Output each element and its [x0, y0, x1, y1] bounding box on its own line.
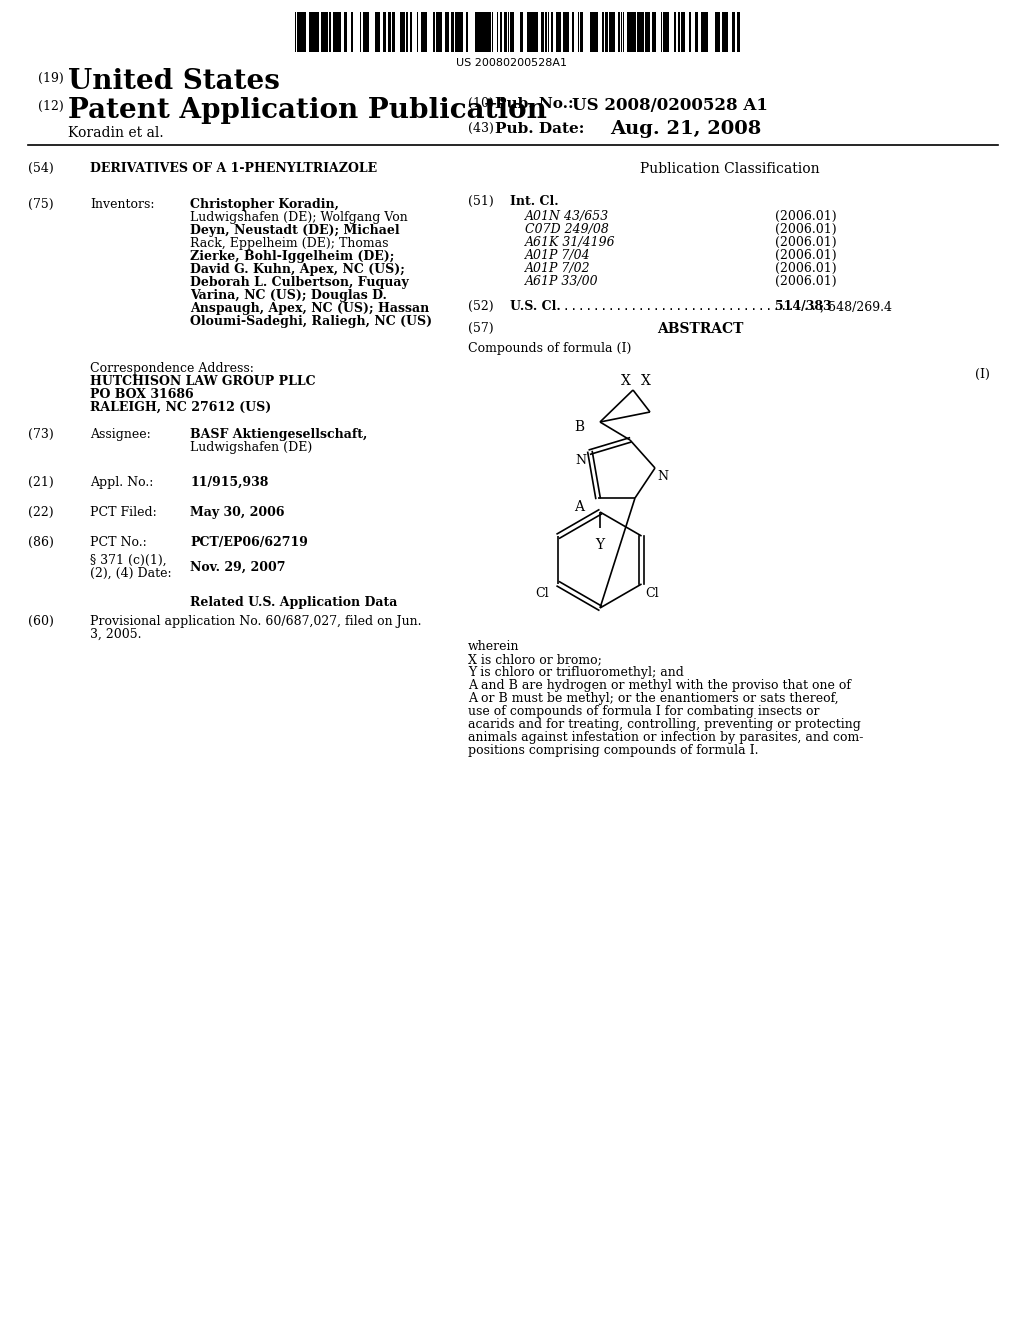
Text: (54): (54) [28, 162, 53, 176]
Text: (2006.01): (2006.01) [775, 261, 837, 275]
Text: Aug. 21, 2008: Aug. 21, 2008 [610, 120, 761, 139]
Text: PCT Filed:: PCT Filed: [90, 506, 157, 519]
Text: RALEIGH, NC 27612 (US): RALEIGH, NC 27612 (US) [90, 401, 271, 414]
Text: Ludwigshafen (DE); Wolfgang Von: Ludwigshafen (DE); Wolfgang Von [190, 211, 408, 224]
Text: A or B must be methyl; or the enantiomers or sats thereof,: A or B must be methyl; or the enantiomer… [468, 692, 839, 705]
Text: PCT/EP06/62719: PCT/EP06/62719 [190, 536, 308, 549]
Text: use of compounds of formula I for combating insects or: use of compounds of formula I for combat… [468, 705, 819, 718]
Text: positions comprising compounds of formula I.: positions comprising compounds of formul… [468, 744, 759, 756]
Text: Inventors:: Inventors: [90, 198, 155, 211]
Text: Int. Cl.: Int. Cl. [510, 195, 559, 209]
Text: 11/915,938: 11/915,938 [190, 477, 268, 488]
Text: (10): (10) [468, 96, 494, 110]
Text: Deyn, Neustadt (DE); Michael: Deyn, Neustadt (DE); Michael [190, 224, 399, 238]
Text: HUTCHISON LAW GROUP PLLC: HUTCHISON LAW GROUP PLLC [90, 375, 315, 388]
Text: PO BOX 31686: PO BOX 31686 [90, 388, 194, 401]
Text: 3, 2005.: 3, 2005. [90, 628, 141, 642]
Text: N: N [657, 470, 668, 483]
Text: B: B [573, 420, 584, 434]
Text: (22): (22) [28, 506, 53, 519]
Text: Zierke, Bohl-Iggelheim (DE);: Zierke, Bohl-Iggelheim (DE); [190, 249, 394, 263]
Text: A01P 7/02: A01P 7/02 [525, 261, 591, 275]
Text: (21): (21) [28, 477, 53, 488]
Text: (2), (4) Date:: (2), (4) Date: [90, 568, 172, 579]
Text: (I): (I) [975, 368, 990, 381]
Text: Koradin et al.: Koradin et al. [68, 125, 164, 140]
Text: Pub. No.:: Pub. No.: [495, 96, 573, 111]
Text: ....................................: .................................... [555, 300, 833, 313]
Text: U.S. Cl.: U.S. Cl. [510, 300, 561, 313]
Text: DERIVATIVES OF A 1-PHENYLTRIAZOLE: DERIVATIVES OF A 1-PHENYLTRIAZOLE [90, 162, 377, 176]
Text: Y: Y [595, 539, 604, 552]
Text: (2006.01): (2006.01) [775, 223, 837, 236]
Text: C07D 249/08: C07D 249/08 [525, 223, 609, 236]
Text: BASF Aktiengesellschaft,: BASF Aktiengesellschaft, [190, 428, 368, 441]
Text: US 2008/0200528 A1: US 2008/0200528 A1 [572, 96, 768, 114]
Text: (12): (12) [38, 100, 63, 114]
Text: animals against infestation or infection by parasites, and com-: animals against infestation or infection… [468, 731, 863, 744]
Text: Deborah L. Culbertson, Fuquay: Deborah L. Culbertson, Fuquay [190, 276, 409, 289]
Text: (60): (60) [28, 615, 54, 628]
Text: (86): (86) [28, 536, 54, 549]
Text: X: X [621, 374, 631, 388]
Text: David G. Kuhn, Apex, NC (US);: David G. Kuhn, Apex, NC (US); [190, 263, 404, 276]
Text: Correspondence Address:: Correspondence Address: [90, 362, 254, 375]
Text: Patent Application Publication: Patent Application Publication [68, 96, 547, 124]
Text: Appl. No.:: Appl. No.: [90, 477, 154, 488]
Text: (43): (43) [468, 121, 494, 135]
Text: (57): (57) [468, 322, 494, 335]
Text: A61P 33/00: A61P 33/00 [525, 275, 599, 288]
Text: Pub. Date:: Pub. Date: [495, 121, 585, 136]
Text: Publication Classification: Publication Classification [640, 162, 820, 176]
Text: X is chloro or bromo;: X is chloro or bromo; [468, 653, 602, 667]
Text: (51): (51) [468, 195, 494, 209]
Text: N: N [575, 454, 586, 467]
Text: Assignee:: Assignee: [90, 428, 151, 441]
Text: (2006.01): (2006.01) [775, 275, 837, 288]
Text: (2006.01): (2006.01) [775, 236, 837, 249]
Text: Varina, NC (US); Douglas D.: Varina, NC (US); Douglas D. [190, 289, 387, 302]
Text: Anspaugh, Apex, NC (US); Hassan: Anspaugh, Apex, NC (US); Hassan [190, 302, 429, 315]
Text: A: A [574, 500, 584, 513]
Text: Related U.S. Application Data: Related U.S. Application Data [190, 597, 397, 609]
Text: Y is chloro or trifluoromethyl; and: Y is chloro or trifluoromethyl; and [468, 667, 684, 678]
Text: Ludwigshafen (DE): Ludwigshafen (DE) [190, 441, 312, 454]
Text: A61K 31/4196: A61K 31/4196 [525, 236, 615, 249]
Text: A and B are hydrogen or methyl with the proviso that one of: A and B are hydrogen or methyl with the … [468, 678, 851, 692]
Text: Cl: Cl [535, 587, 549, 601]
Text: Oloumi-Sadeghi, Raliegh, NC (US): Oloumi-Sadeghi, Raliegh, NC (US) [190, 315, 432, 327]
Text: US 20080200528A1: US 20080200528A1 [457, 58, 567, 69]
Text: Compounds of formula (I): Compounds of formula (I) [468, 342, 632, 355]
Text: Provisional application No. 60/687,027, filed on Jun.: Provisional application No. 60/687,027, … [90, 615, 422, 628]
Text: Cl: Cl [645, 587, 659, 601]
Text: United States: United States [68, 69, 280, 95]
Text: A01N 43/653: A01N 43/653 [525, 210, 609, 223]
Text: (2006.01): (2006.01) [775, 210, 837, 223]
Text: May 30, 2006: May 30, 2006 [190, 506, 285, 519]
Text: (75): (75) [28, 198, 53, 211]
Text: Nov. 29, 2007: Nov. 29, 2007 [190, 561, 286, 574]
Text: § 371 (c)(1),: § 371 (c)(1), [90, 554, 167, 568]
Text: (52): (52) [468, 300, 494, 313]
Text: (2006.01): (2006.01) [775, 249, 837, 261]
Text: A01P 7/04: A01P 7/04 [525, 249, 591, 261]
Text: wherein: wherein [468, 640, 519, 653]
Text: Christopher Koradin,: Christopher Koradin, [190, 198, 339, 211]
Text: (73): (73) [28, 428, 53, 441]
Text: (19): (19) [38, 73, 63, 84]
Text: 514/383: 514/383 [775, 300, 831, 313]
Text: PCT No.:: PCT No.: [90, 536, 146, 549]
Text: acarids and for treating, controlling, preventing or protecting: acarids and for treating, controlling, p… [468, 718, 861, 731]
Text: X: X [641, 374, 651, 388]
Text: Rack, Eppelheim (DE); Thomas: Rack, Eppelheim (DE); Thomas [190, 238, 388, 249]
Text: ABSTRACT: ABSTRACT [656, 322, 743, 337]
Text: ; 548/269.4: ; 548/269.4 [820, 300, 892, 313]
